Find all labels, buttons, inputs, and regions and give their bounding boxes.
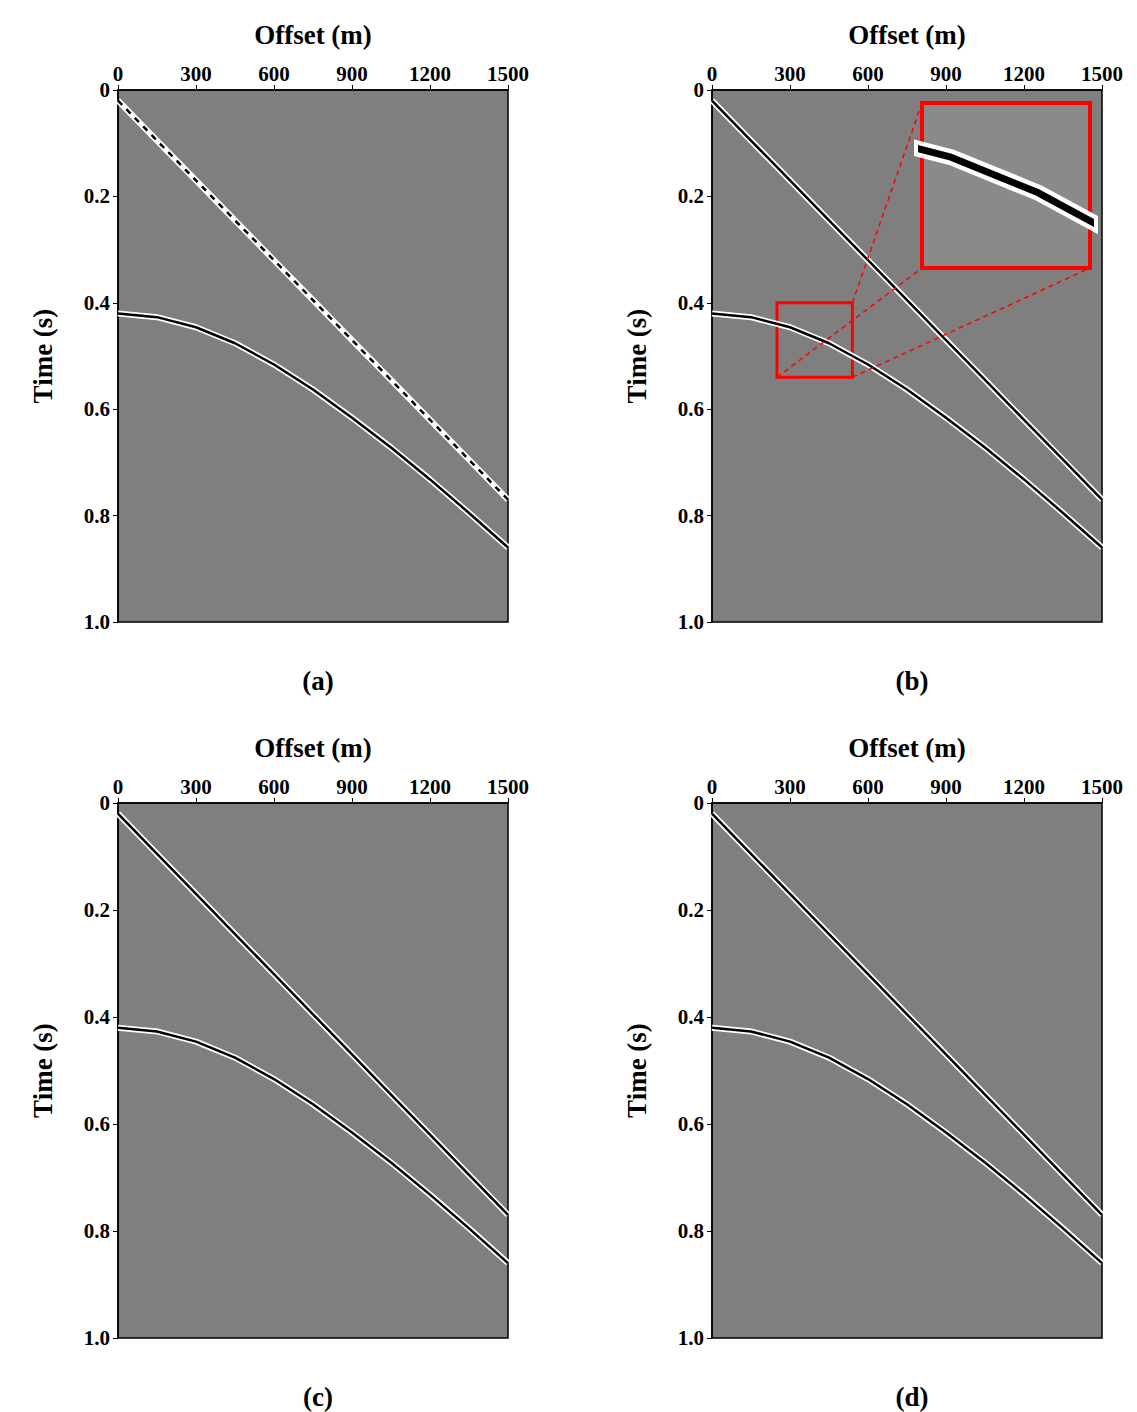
svg-text:Time (s): Time (s) — [28, 1023, 58, 1118]
svg-text:0.8: 0.8 — [84, 1219, 110, 1243]
svg-text:Offset (m): Offset (m) — [848, 20, 966, 50]
svg-text:0.2: 0.2 — [678, 184, 704, 208]
svg-text:Time (s): Time (s) — [622, 309, 652, 404]
svg-text:0.2: 0.2 — [678, 898, 704, 922]
svg-text:0.6: 0.6 — [84, 397, 110, 421]
svg-text:300: 300 — [774, 775, 806, 799]
svg-text:0: 0 — [707, 62, 718, 86]
svg-text:0: 0 — [694, 78, 705, 102]
svg-text:900: 900 — [930, 775, 962, 799]
svg-text:600: 600 — [852, 775, 884, 799]
svg-text:600: 600 — [258, 775, 290, 799]
svg-text:0: 0 — [113, 775, 124, 799]
svg-text:300: 300 — [774, 62, 806, 86]
svg-text:300: 300 — [180, 775, 212, 799]
svg-text:1.0: 1.0 — [84, 610, 110, 634]
svg-text:900: 900 — [336, 62, 368, 86]
svg-text:1.0: 1.0 — [678, 1326, 704, 1350]
svg-text:0.4: 0.4 — [84, 1005, 111, 1029]
svg-text:1.0: 1.0 — [84, 1326, 110, 1350]
svg-text:0.6: 0.6 — [678, 397, 704, 421]
svg-text:1200: 1200 — [409, 62, 451, 86]
svg-text:1500: 1500 — [1081, 775, 1123, 799]
svg-text:Offset (m): Offset (m) — [254, 20, 372, 50]
svg-text:0.4: 0.4 — [678, 1005, 705, 1029]
svg-text:0: 0 — [100, 791, 111, 815]
svg-text:0: 0 — [113, 62, 124, 86]
svg-text:1200: 1200 — [1003, 775, 1045, 799]
svg-text:300: 300 — [180, 62, 212, 86]
svg-text:Time (s): Time (s) — [28, 309, 58, 404]
svg-text:Offset (m): Offset (m) — [254, 733, 372, 763]
svg-text:0.4: 0.4 — [84, 291, 111, 315]
svg-text:0.8: 0.8 — [678, 504, 704, 528]
svg-text:0.2: 0.2 — [84, 184, 110, 208]
svg-text:1.0: 1.0 — [678, 610, 704, 634]
svg-text:0: 0 — [694, 791, 705, 815]
svg-text:(c): (c) — [303, 1382, 333, 1412]
svg-text:0.2: 0.2 — [84, 898, 110, 922]
svg-text:(b): (b) — [896, 666, 929, 696]
svg-text:0.4: 0.4 — [678, 291, 705, 315]
svg-text:1200: 1200 — [1003, 62, 1045, 86]
svg-text:0.8: 0.8 — [84, 504, 110, 528]
svg-text:0.8: 0.8 — [678, 1219, 704, 1243]
svg-text:1500: 1500 — [1081, 62, 1123, 86]
svg-text:1200: 1200 — [409, 775, 451, 799]
svg-text:600: 600 — [258, 62, 290, 86]
svg-text:0: 0 — [707, 775, 718, 799]
svg-text:Offset (m): Offset (m) — [848, 733, 966, 763]
svg-text:0.6: 0.6 — [84, 1112, 110, 1136]
svg-text:(a): (a) — [302, 666, 333, 696]
svg-text:900: 900 — [930, 62, 962, 86]
svg-text:Time (s): Time (s) — [622, 1023, 652, 1118]
svg-text:1500: 1500 — [487, 62, 529, 86]
svg-text:900: 900 — [336, 775, 368, 799]
svg-text:(d): (d) — [896, 1382, 929, 1412]
svg-text:0: 0 — [100, 78, 111, 102]
svg-text:0.6: 0.6 — [678, 1112, 704, 1136]
svg-text:600: 600 — [852, 62, 884, 86]
svg-text:1500: 1500 — [487, 775, 529, 799]
